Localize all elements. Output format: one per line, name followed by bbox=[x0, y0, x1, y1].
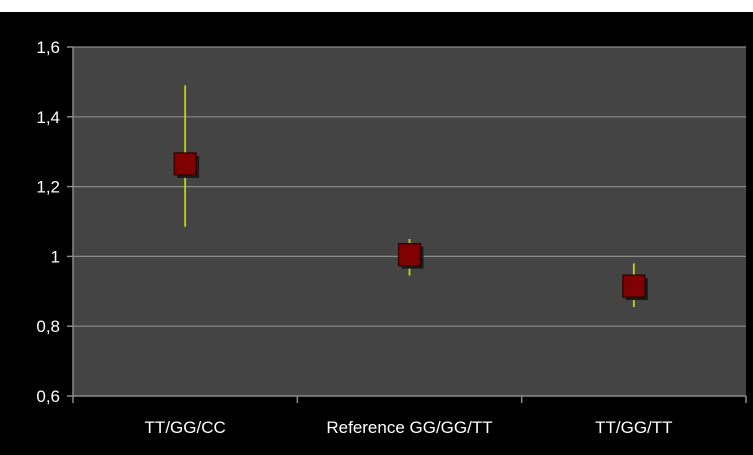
y-tick-label: 0,8 bbox=[36, 317, 60, 336]
chart-container: 0,6 0,8 1 1,2 1,4 1,6 TT/GG/CC Reference GG/GG… bbox=[0, 12, 753, 455]
chart-svg: 0,6 0,8 1 1,2 1,4 1,6 TT/GG/CC Reference GG/GG… bbox=[36, 38, 747, 437]
x-tick-label: TT/GG/CC bbox=[145, 418, 226, 437]
y-tick-label: 1 bbox=[51, 247, 60, 266]
y-tick-label: 1,2 bbox=[36, 178, 60, 197]
y-tick-label: 1,4 bbox=[36, 108, 60, 127]
data-point-marker bbox=[173, 152, 197, 176]
x-tick-label: TT/GG/TT bbox=[595, 418, 672, 437]
data-markers bbox=[173, 152, 648, 301]
data-point bbox=[173, 152, 200, 178]
data-point-marker bbox=[622, 274, 646, 298]
x-axis-tick-labels: TT/GG/CC Reference GG/GG/TT TT/GG/TT bbox=[145, 418, 673, 437]
data-point-marker bbox=[397, 243, 422, 267]
y-tick-label: 1,6 bbox=[36, 38, 60, 57]
plot-area bbox=[73, 47, 746, 396]
y-tick-label: 0,6 bbox=[36, 387, 60, 406]
y-axis-tick-labels: 0,6 0,8 1 1,2 1,4 1,6 bbox=[36, 38, 60, 406]
data-point bbox=[622, 274, 648, 301]
axes bbox=[67, 46, 747, 403]
data-point bbox=[397, 243, 424, 269]
x-tick-label: Reference GG/GG/TT bbox=[326, 418, 492, 437]
